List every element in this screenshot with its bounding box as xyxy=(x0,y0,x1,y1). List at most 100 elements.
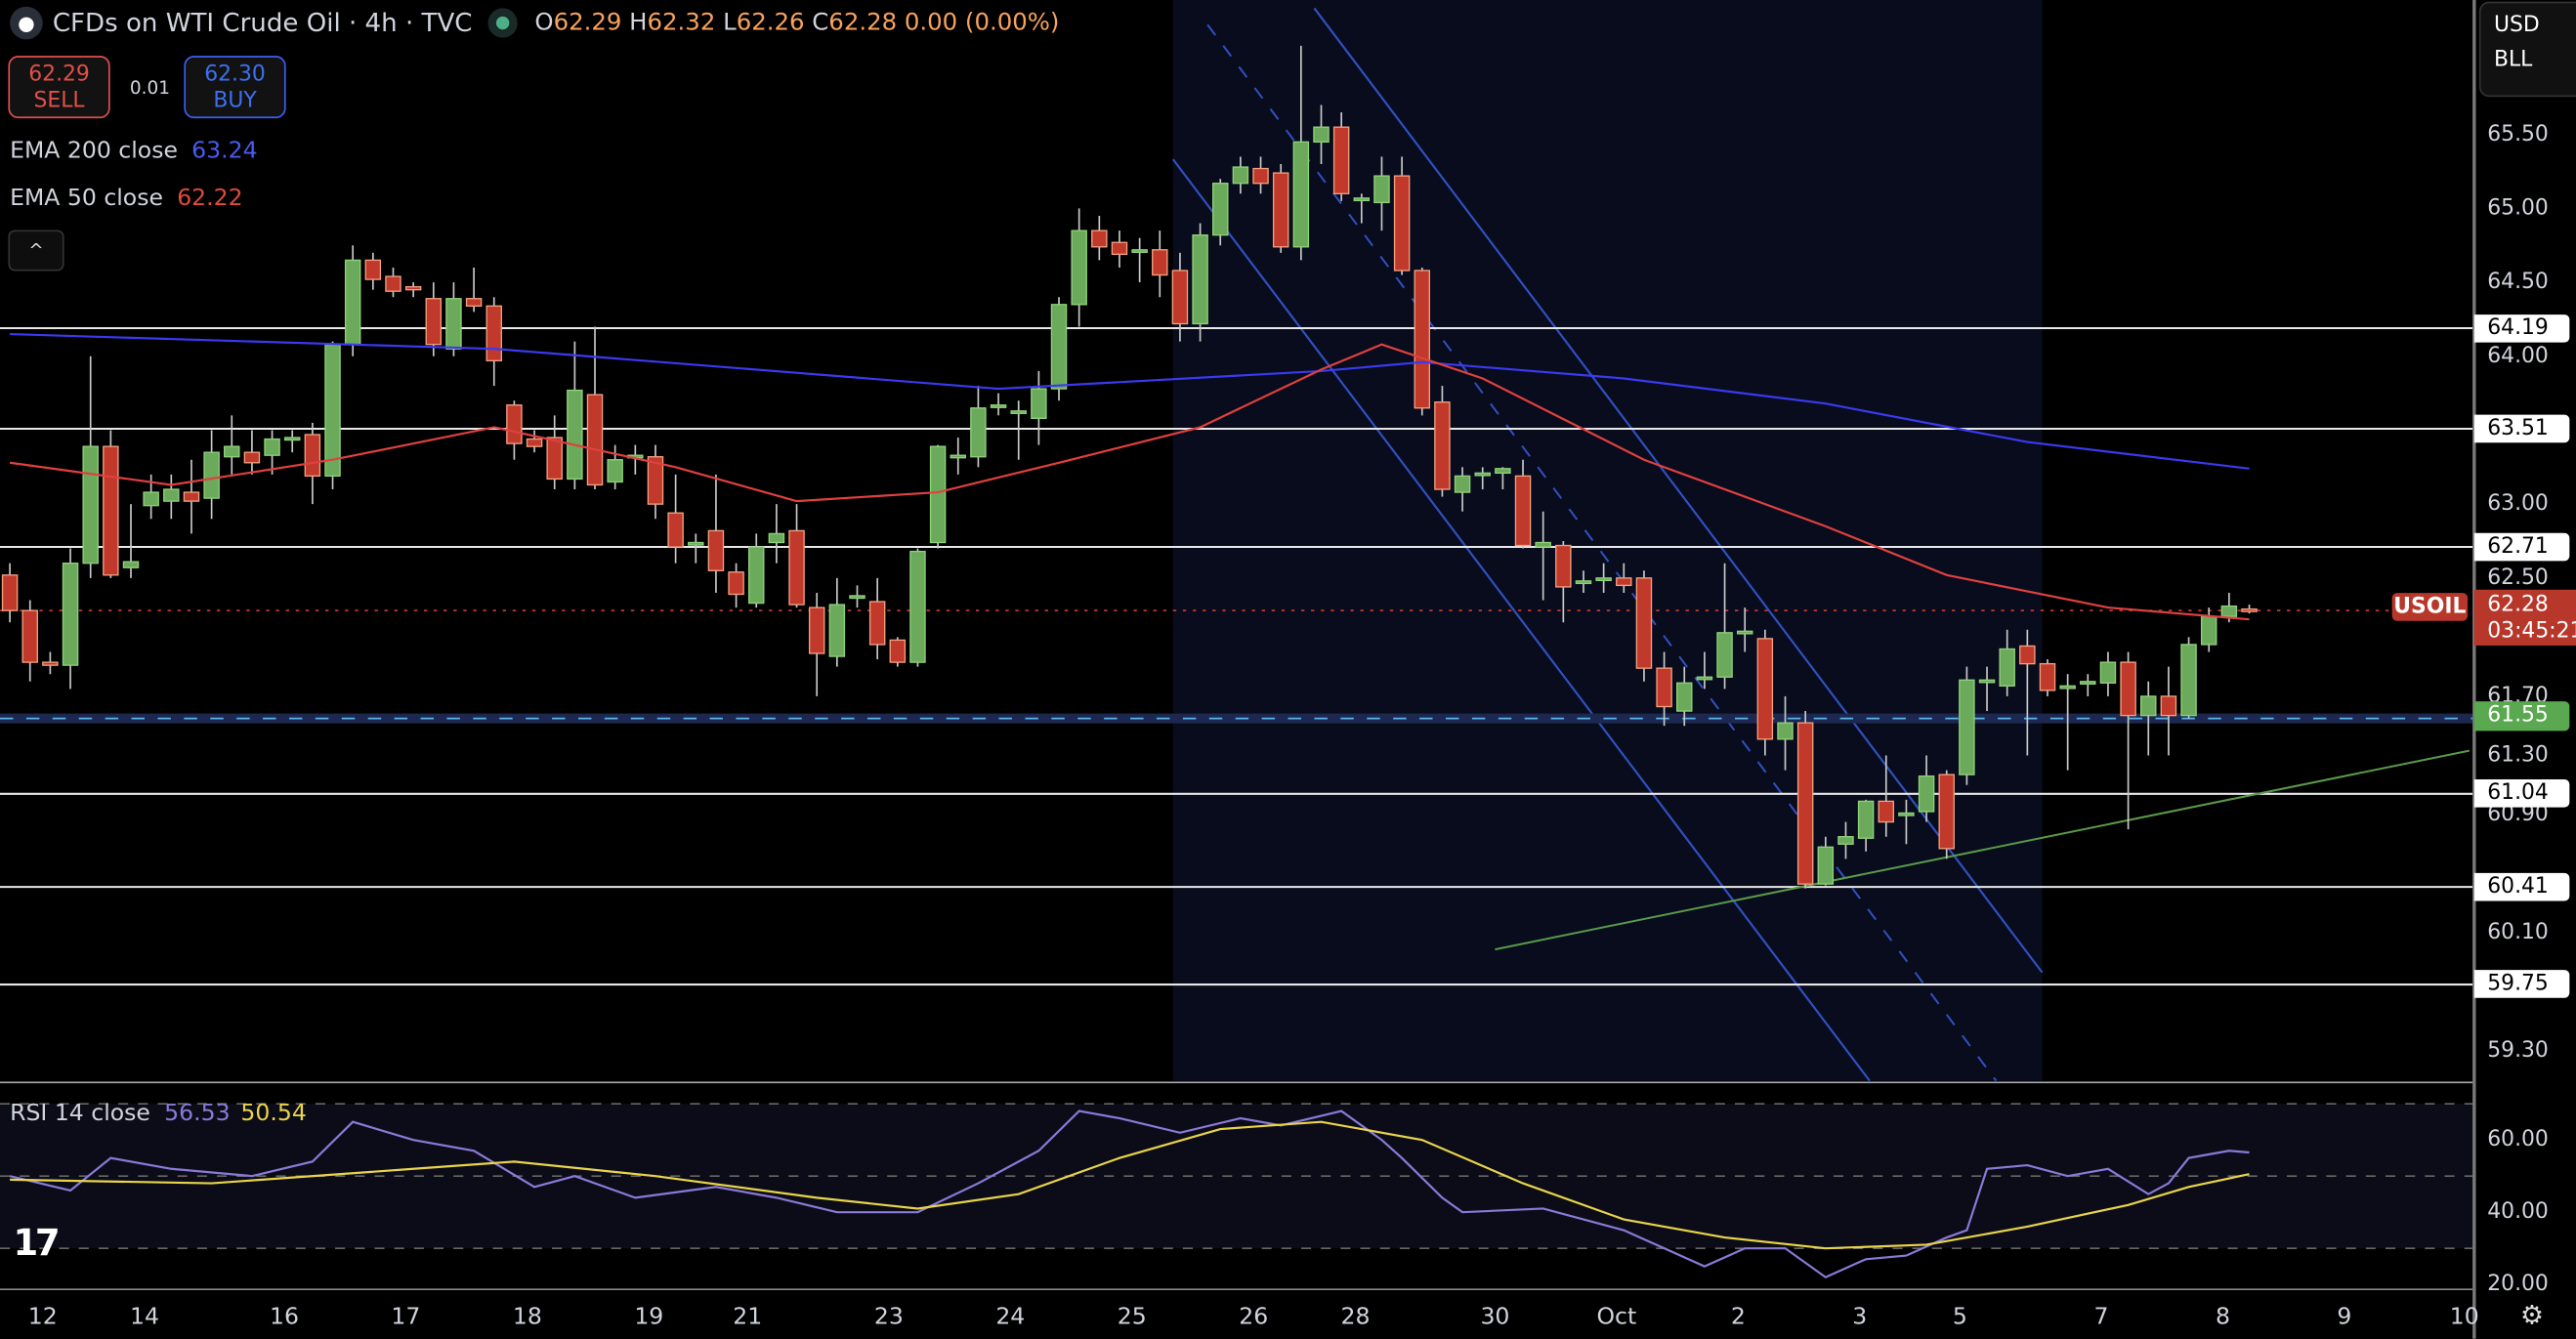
candle-up xyxy=(1292,141,1310,248)
price-tick-label: 65.50 xyxy=(2487,122,2549,147)
candle-down xyxy=(1635,577,1653,669)
candle-up xyxy=(2099,661,2117,684)
candle-up xyxy=(1575,580,1592,585)
ema50-value: 62.22 xyxy=(177,186,243,212)
candle-down xyxy=(1332,126,1350,194)
candle-up xyxy=(2200,615,2217,646)
candle-down xyxy=(1,574,19,611)
candle-up xyxy=(1373,175,1390,204)
ema200-line xyxy=(10,332,2250,470)
candle-down xyxy=(526,438,543,447)
candle-down xyxy=(304,434,321,478)
ema50-line xyxy=(9,343,2250,621)
rsi-line xyxy=(9,1109,2250,1279)
candle-up xyxy=(1131,249,1148,253)
time-tick-label: 2 xyxy=(1730,1304,1746,1331)
candle-down xyxy=(1152,249,1168,276)
ema50-legend[interactable]: EMA 50 close 62.22 xyxy=(10,186,243,212)
unit-selector[interactable]: USD BLL xyxy=(2478,1,2576,98)
candle-up xyxy=(688,541,704,546)
candle-down xyxy=(1171,270,1189,325)
sell-button[interactable]: 62.29 SELL xyxy=(8,56,110,119)
candle-up xyxy=(970,407,987,458)
candle-up xyxy=(1232,166,1249,185)
rsi-tick-label: 60.00 xyxy=(2487,1127,2549,1152)
time-tick-label: 3 xyxy=(1852,1304,1868,1331)
candle-down xyxy=(1796,722,1814,885)
candle-down xyxy=(404,285,422,291)
candle-up xyxy=(1898,812,1915,816)
candle-up xyxy=(1535,541,1551,548)
candle-up xyxy=(445,298,462,350)
tradingview-logo[interactable]: 17 xyxy=(13,1223,60,1265)
rsi-value: 56.53 xyxy=(164,1100,231,1127)
candle-up xyxy=(1595,577,1612,582)
candle-up xyxy=(2180,644,2197,717)
sell-label: SELL xyxy=(33,88,85,114)
candle-up xyxy=(607,459,623,483)
candle-down xyxy=(364,259,382,280)
candle-up xyxy=(2080,681,2096,685)
candle-up xyxy=(1010,410,1027,414)
candle-down xyxy=(889,639,907,663)
price-tick-label: 60.10 xyxy=(2487,920,2549,945)
candle-down xyxy=(707,529,725,571)
candle-down xyxy=(385,275,401,292)
ema200-legend[interactable]: EMA 200 close 63.24 xyxy=(10,138,258,164)
time-tick-label: 30 xyxy=(1480,1304,1510,1331)
candle-down xyxy=(2120,661,2136,717)
ema200-label: EMA 200 close xyxy=(10,138,178,165)
candle-up xyxy=(62,563,79,666)
candle-up xyxy=(1716,632,1733,678)
unit-select[interactable]: BLL xyxy=(2493,47,2533,72)
current-price: 62.28 xyxy=(2487,593,2549,618)
candle-down xyxy=(1878,800,1895,823)
close-label: C xyxy=(812,10,829,36)
channel-mid-line xyxy=(1206,23,1998,1082)
buy-button[interactable]: 62.30 BUY xyxy=(184,56,286,119)
price-tick-label: 64.50 xyxy=(2487,270,2549,295)
rsi-tick-label: 40.00 xyxy=(2487,1199,2549,1225)
candle-up xyxy=(1777,722,1794,740)
candle-up xyxy=(1999,648,2015,687)
chevron-up-icon: ^ xyxy=(28,239,44,262)
price-tick-label: 61.30 xyxy=(2487,742,2549,769)
rsi-ma-value: 50.54 xyxy=(240,1100,307,1127)
price-chart[interactable] xyxy=(0,0,2473,1339)
candle-down xyxy=(1393,175,1411,272)
candle-up xyxy=(1817,846,1835,885)
candle-down xyxy=(1414,270,1431,409)
rsi-band-background xyxy=(0,1104,2473,1249)
candle-up xyxy=(950,454,966,459)
high-value: 62.32 xyxy=(647,10,716,36)
candle-up xyxy=(143,491,159,507)
symbol-title[interactable]: CFDs on WTI Crude Oil · 4h · TVC xyxy=(52,8,473,38)
symbol-price-tag: USOIL xyxy=(2391,593,2469,621)
level-price-label: 61.04 xyxy=(2473,779,2570,809)
candle-down xyxy=(647,456,664,505)
collapse-legend-button[interactable]: ^ xyxy=(8,230,64,272)
rsi-legend[interactable]: RSI 14 close 56.53 50.54 xyxy=(10,1101,307,1127)
time-tick-label: 21 xyxy=(733,1304,763,1331)
currency-select[interactable]: USD xyxy=(2493,13,2540,38)
candle-up xyxy=(1978,679,1996,684)
price-axis[interactable] xyxy=(2472,0,2576,1339)
candle-up xyxy=(828,604,846,657)
candle-up xyxy=(1857,800,1875,839)
candle-up xyxy=(2220,605,2238,617)
price-tick-label: 64.00 xyxy=(2487,344,2549,369)
candle-up xyxy=(747,546,765,605)
candle-up xyxy=(990,404,1007,408)
change-value: 0.00 (0.00%) xyxy=(904,10,1060,36)
rsi-tick-label: 20.00 xyxy=(2487,1272,2549,1297)
candle-up xyxy=(344,259,361,346)
candle-down xyxy=(788,529,805,606)
candle-up xyxy=(567,389,583,481)
settings-gear-icon[interactable]: ⚙ xyxy=(2519,1299,2545,1331)
candle-up xyxy=(1474,472,1491,477)
time-tick-label: 16 xyxy=(269,1304,299,1331)
candle-down xyxy=(425,298,443,346)
channel-lower-line xyxy=(1171,158,1871,1082)
time-tick-label: Oct xyxy=(1596,1304,1637,1331)
open-value: 62.29 xyxy=(553,10,622,36)
